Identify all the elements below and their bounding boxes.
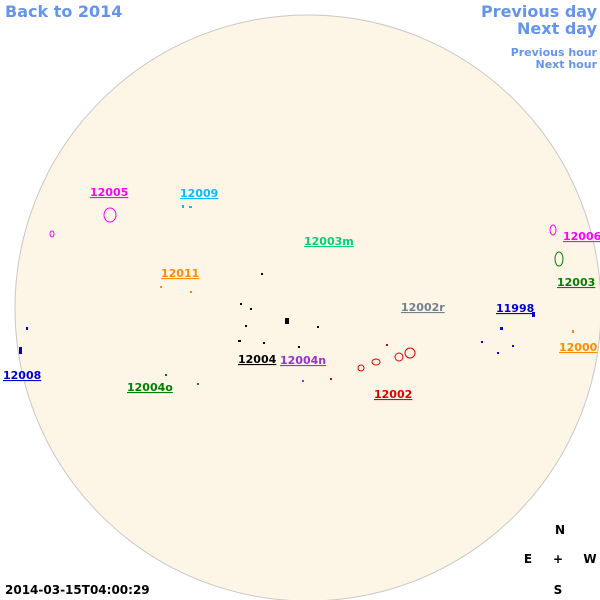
- compass-south: S: [554, 583, 563, 597]
- sunspot-contours: [19, 205, 574, 385]
- region-label[interactable]: 12002r: [401, 301, 445, 314]
- spot: [512, 345, 514, 347]
- spot: [298, 346, 300, 348]
- spot: [19, 347, 22, 354]
- spot: [26, 327, 28, 330]
- contour: [371, 358, 381, 366]
- spot: [285, 318, 289, 324]
- contour: [357, 364, 365, 372]
- contour: [103, 207, 117, 223]
- spot: [572, 330, 574, 333]
- compass-east: E: [524, 552, 532, 566]
- spot: [500, 327, 503, 330]
- region-label[interactable]: 12008: [3, 369, 41, 382]
- region-labels: 12005 12009 12003m 12011 12006 12003 120…: [3, 186, 600, 401]
- spot: [302, 380, 304, 382]
- spot: [238, 340, 241, 342]
- spot: [330, 378, 332, 380]
- spot: [190, 291, 192, 293]
- spot: [197, 383, 199, 385]
- region-label[interactable]: 11998: [496, 302, 534, 315]
- spot: [532, 312, 535, 317]
- next-day-link[interactable]: Next day: [517, 19, 598, 38]
- region-label[interactable]: 12004o: [127, 381, 173, 394]
- region-label[interactable]: 12003m: [304, 235, 354, 248]
- spot: [245, 325, 247, 327]
- spot: [481, 341, 483, 343]
- spot: [250, 308, 252, 310]
- previous-hour-link[interactable]: Previous hour: [511, 46, 598, 59]
- spot: [240, 303, 242, 305]
- spot: [386, 344, 388, 346]
- timestamp: 2014-03-15T04:00:29: [5, 583, 150, 597]
- spot: [317, 326, 319, 328]
- region-label[interactable]: 12006: [563, 230, 600, 243]
- region-label[interactable]: 12003: [557, 276, 595, 289]
- compass-center: +: [553, 552, 563, 566]
- solar-disk: [14, 14, 600, 600]
- back-link[interactable]: Back to 2014: [5, 2, 122, 21]
- spot: [261, 273, 263, 275]
- spot: [263, 342, 265, 344]
- region-label[interactable]: 12004n: [280, 354, 326, 367]
- compass-north: N: [555, 523, 565, 537]
- compass-west: W: [583, 552, 596, 566]
- region-label[interactable]: 12011: [161, 267, 199, 280]
- contour: [404, 347, 416, 359]
- spot: [165, 374, 167, 376]
- spot: [189, 206, 192, 208]
- contour: [49, 230, 55, 238]
- contour: [554, 251, 564, 267]
- previous-day-link[interactable]: Previous day: [481, 2, 598, 21]
- next-hour-link[interactable]: Next hour: [536, 58, 598, 71]
- contour: [549, 224, 557, 236]
- region-label[interactable]: 12009: [180, 187, 218, 200]
- contour: [394, 352, 404, 362]
- region-label[interactable]: 12000: [559, 341, 598, 354]
- spot: [182, 205, 184, 208]
- region-label[interactable]: 12004: [238, 353, 277, 366]
- region-label[interactable]: 12002: [374, 388, 412, 401]
- region-label[interactable]: 12005: [90, 186, 128, 199]
- spot: [160, 286, 162, 288]
- spot: [497, 352, 499, 354]
